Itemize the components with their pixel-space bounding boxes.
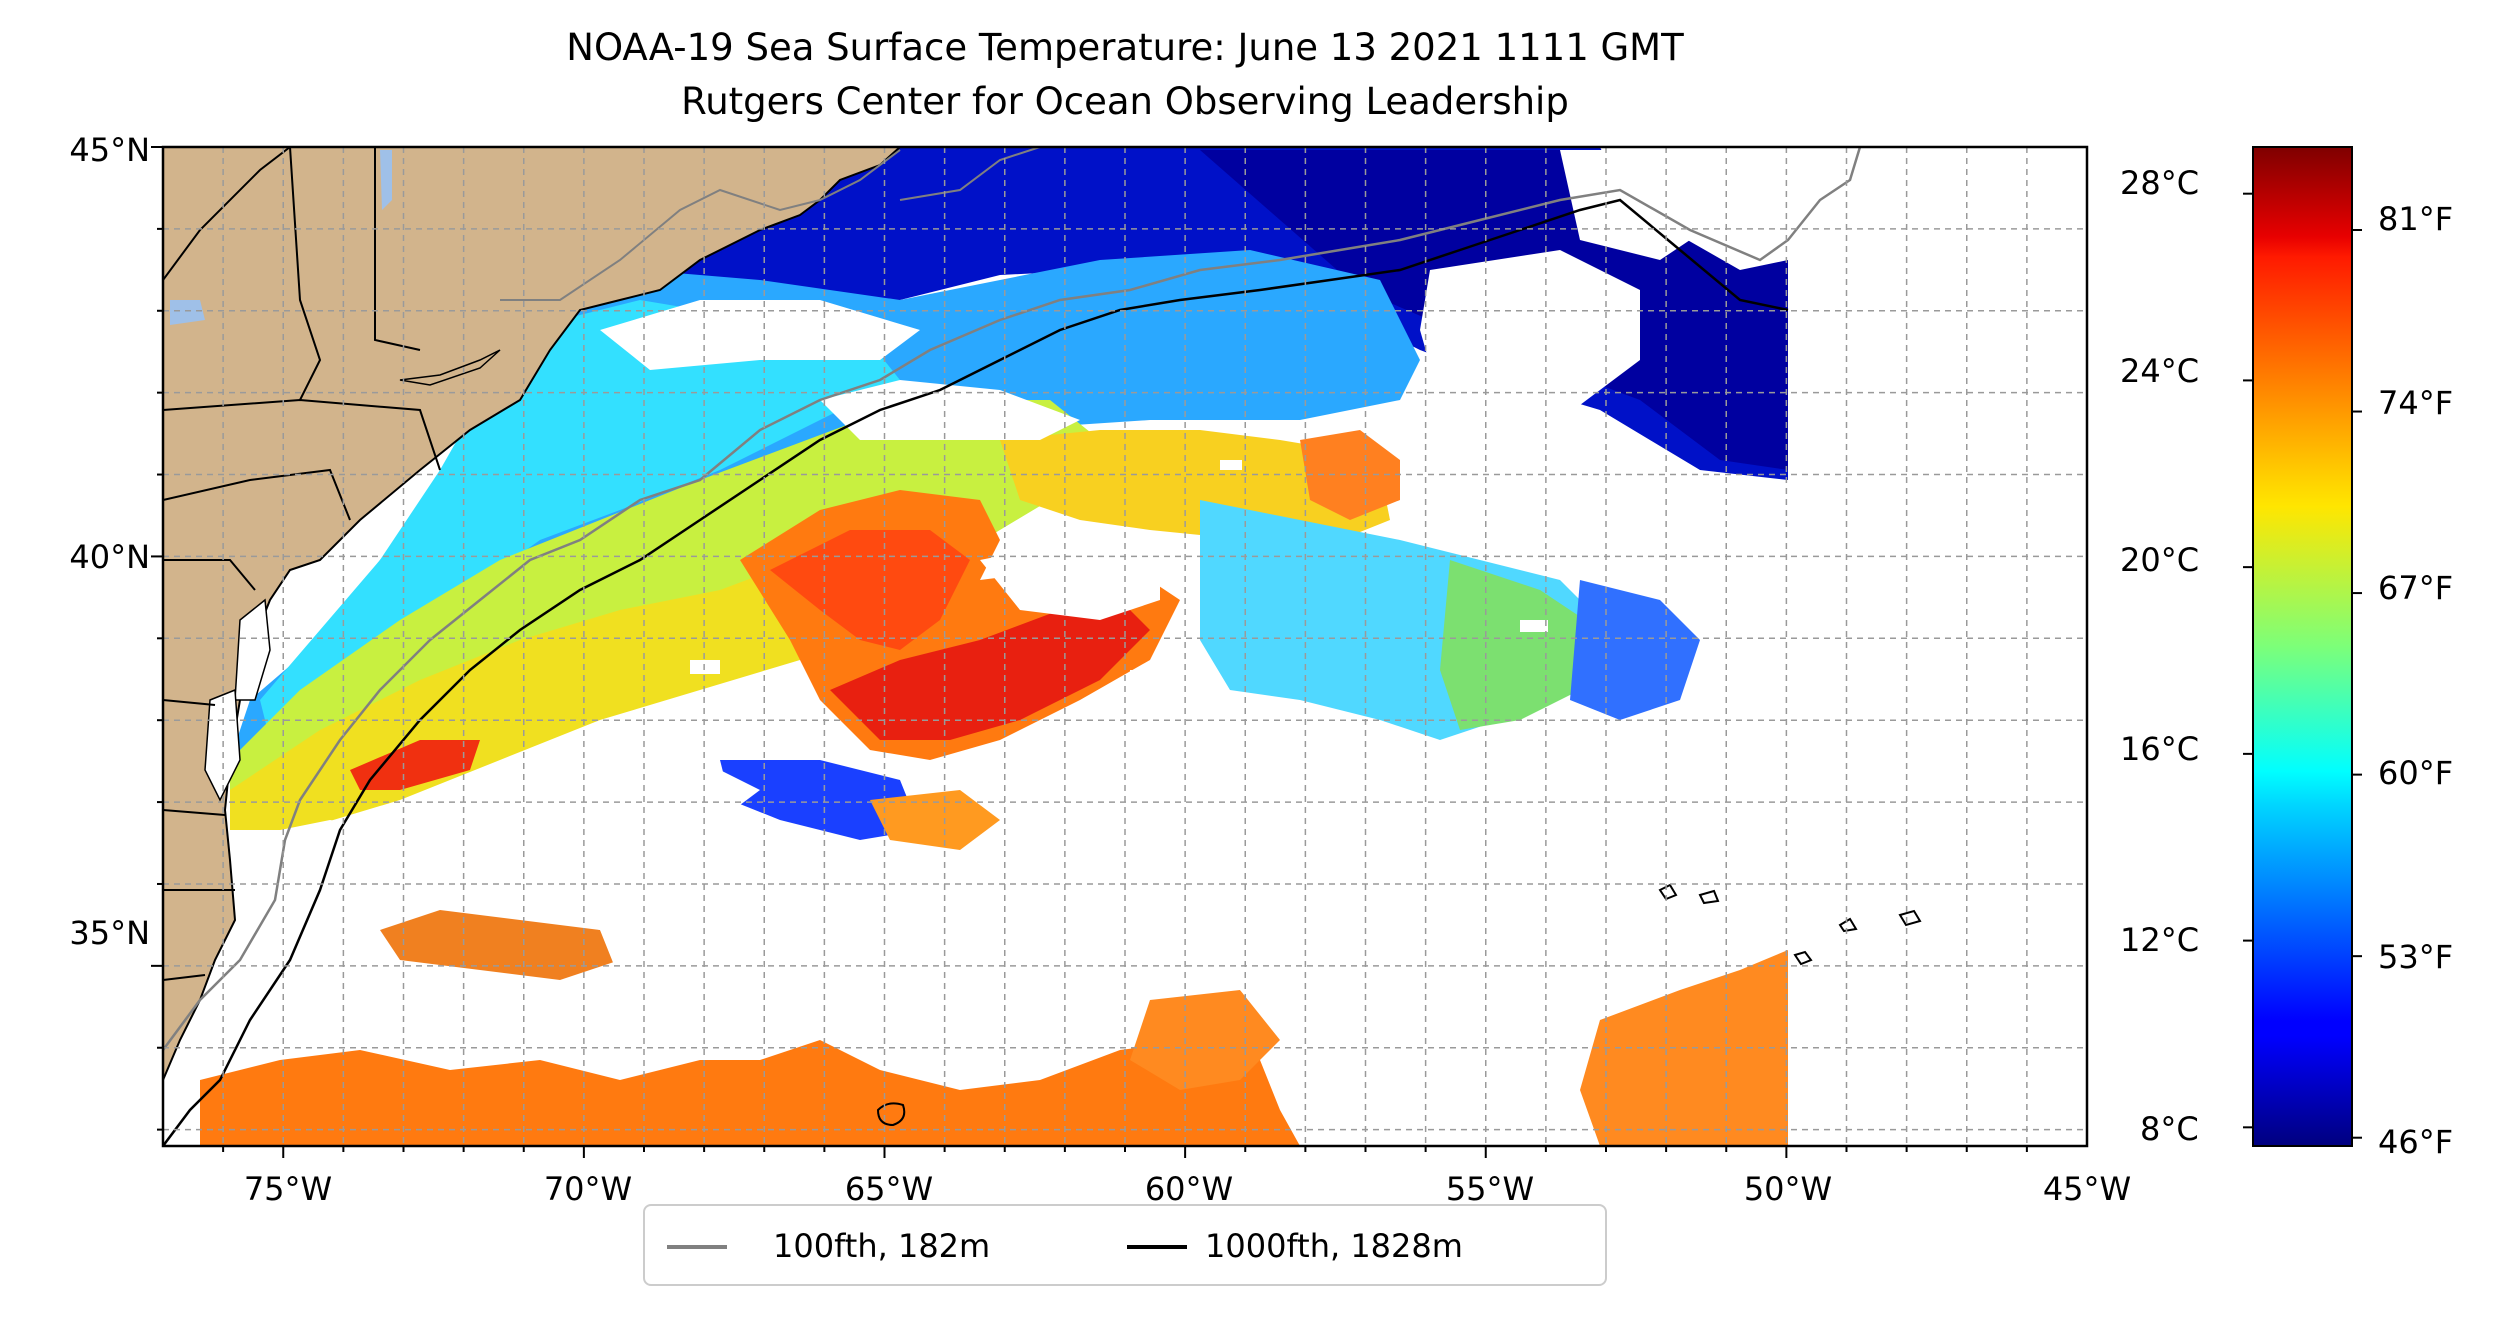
colorbar-label-16c: 16°C [2120, 730, 2200, 768]
colorbar-label-28c: 28°C [2120, 164, 2200, 202]
colorbar-label-74f: 74°F [2378, 384, 2454, 422]
colorbar-label-24c: 24°C [2120, 352, 2200, 390]
lon-label-60w: 60°W [1144, 1170, 1234, 1208]
lon-label-65w: 65°W [844, 1170, 934, 1208]
lat-label-35n: 35°N [69, 914, 150, 952]
colorbar [2252, 146, 2353, 1147]
land [163, 147, 1880, 1081]
legend-line-gray [667, 1245, 727, 1249]
lat-label-45n: 45°N [69, 131, 150, 169]
chart-subtitle: Rutgers Center for Ocean Observing Leade… [681, 80, 1569, 123]
colorbar-label-60f: 60°F [2378, 754, 2454, 792]
chart-title: NOAA-19 Sea Surface Temperature: June 13… [566, 26, 1684, 69]
lat-label-40n: 40°N [69, 538, 150, 576]
lon-label-55w: 55°W [1445, 1170, 1535, 1208]
lon-label-75w: 75°W [243, 1170, 333, 1208]
legend-label-100fth: 100fth, 182m [773, 1227, 991, 1265]
lon-label-70w: 70°W [543, 1170, 633, 1208]
bathymetry-contours [163, 147, 1922, 1146]
map-gridlines [163, 147, 2087, 1146]
colorbar-label-81f: 81°F [2378, 200, 2454, 238]
sst-field [170, 147, 1788, 1146]
lon-label-50w: 50°W [1743, 1170, 1833, 1208]
colorbar-label-67f: 67°F [2378, 569, 2454, 607]
colorbar-label-20c: 20°C [2120, 541, 2200, 579]
legend-line-black [1127, 1245, 1187, 1249]
axis-ticks [151, 146, 2028, 1158]
colorbar-ticks [2243, 192, 2362, 1139]
colorbar-label-46f: 46°F [2378, 1123, 2454, 1161]
lon-label-45w: 45°W [2042, 1170, 2132, 1208]
legend-item-1000fth: 1000fth, 1828m [1107, 1222, 1597, 1270]
colorbar-label-53f: 53°F [2378, 938, 2454, 976]
legend-label-1000fth: 1000fth, 1828m [1205, 1227, 1463, 1265]
legend: 100fth, 182m 1000fth, 1828m [643, 1204, 1607, 1286]
colorbar-label-8c: 8°C [2140, 1110, 2199, 1148]
colorbar-label-12c: 12°C [2120, 921, 2200, 959]
legend-item-100fth: 100fth, 182m [645, 1222, 1085, 1270]
